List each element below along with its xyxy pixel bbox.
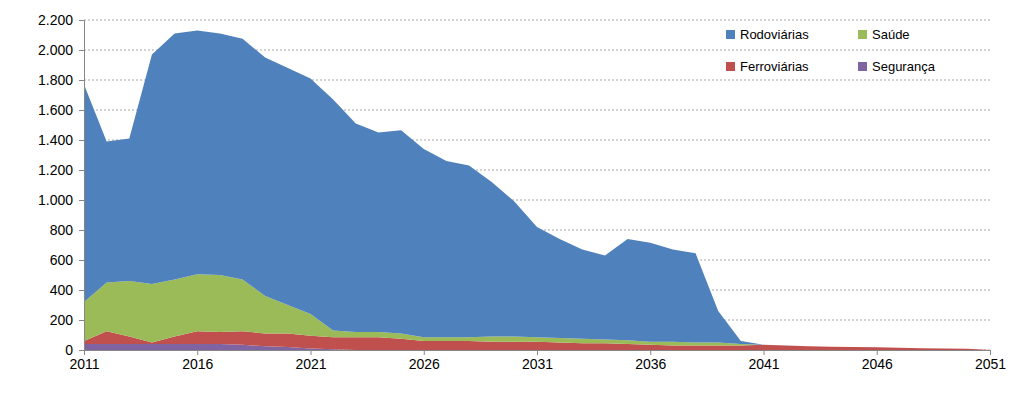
- tick-label: 1.800: [38, 72, 73, 88]
- tick-label: 2051: [975, 356, 1006, 372]
- tick-mark: [79, 140, 84, 141]
- axis-line: [79, 21, 85, 351]
- legend-swatch: [858, 62, 867, 71]
- legend-swatch: [858, 30, 867, 39]
- tick: 2036: [635, 350, 666, 372]
- tick: 600: [50, 252, 84, 268]
- tick: 2011: [69, 350, 99, 372]
- tick: 2.000: [38, 42, 84, 58]
- grid: [84, 20, 990, 350]
- tick: 400: [50, 282, 84, 298]
- legend-swatch: [726, 30, 735, 39]
- tick-mark: [79, 170, 84, 171]
- legend: Rodoviárias Saúde Ferroviárias Segurança: [726, 27, 936, 74]
- chart: 02004006008001.0001.2001.4001.6001.8002.…: [0, 0, 1024, 394]
- legend-item: Ferroviárias: [726, 59, 809, 74]
- tick: 2051: [975, 350, 1006, 372]
- tick-mark: [79, 200, 84, 201]
- tick-label: 2.000: [38, 42, 73, 58]
- x-axis: 2011 2016 2021 2026 2031 2036 2041 2046 2051: [69, 350, 1006, 372]
- tick-label: 1.000: [38, 192, 73, 208]
- plot-area: [84, 31, 990, 351]
- tick-label: 200: [50, 312, 74, 328]
- legend-item: Segurança: [858, 59, 936, 74]
- tick-mark: [79, 260, 84, 261]
- tick-mark: [877, 350, 878, 355]
- tick-mark: [311, 350, 312, 355]
- tick-label: 600: [50, 252, 74, 268]
- tick-label: 2016: [182, 356, 213, 372]
- tick-label: 1.600: [38, 102, 73, 118]
- tick-mark: [764, 350, 765, 355]
- tick-label: 2036: [635, 356, 666, 372]
- tick-label: 2046: [862, 356, 893, 372]
- tick: 2046: [862, 350, 893, 372]
- tick-label: 1.400: [38, 132, 73, 148]
- legend-swatch: [726, 62, 735, 71]
- legend-label: Saúde: [872, 27, 910, 42]
- tick: 1.000: [38, 192, 84, 208]
- tick-label: 2041: [748, 356, 779, 372]
- legend-label: Segurança: [872, 59, 936, 74]
- tick: 2016: [182, 350, 213, 372]
- tick-mark: [650, 350, 651, 355]
- tick-label: 800: [50, 222, 74, 238]
- tick-mark: [79, 110, 84, 111]
- tick: 2.200: [38, 12, 84, 28]
- tick-mark: [79, 230, 84, 231]
- legend-label: Rodoviárias: [740, 27, 809, 42]
- tick: 1.200: [38, 162, 84, 178]
- tick-label: 1.200: [38, 162, 73, 178]
- tick: 2041: [748, 350, 779, 372]
- tick-mark: [424, 350, 425, 355]
- tick: 2021: [295, 350, 326, 372]
- grid-line: [84, 20, 990, 21]
- tick: 1.400: [38, 132, 84, 148]
- tick-mark: [79, 350, 84, 351]
- tick-mark: [79, 80, 84, 81]
- tick-mark: [79, 320, 84, 321]
- tick-label: 400: [50, 282, 74, 298]
- tick-mark: [990, 350, 991, 355]
- tick-label: 2021: [295, 356, 326, 372]
- tick-label: 2031: [522, 356, 553, 372]
- tick-mark: [79, 290, 84, 291]
- y-axis: 02004006008001.0001.2001.4001.6001.8002.…: [38, 12, 85, 358]
- tick-mark: [79, 20, 84, 21]
- tick-label: 2.200: [38, 12, 73, 28]
- legend-label: Ferroviárias: [740, 59, 809, 74]
- area: [84, 31, 990, 351]
- tick: 1.800: [38, 72, 84, 88]
- tick-mark: [79, 50, 84, 51]
- legend-item: Rodoviárias: [726, 27, 809, 42]
- tick: 200: [50, 312, 84, 328]
- tick: 2026: [409, 350, 440, 372]
- axis-line: [85, 351, 991, 356]
- tick: 2031: [522, 350, 553, 372]
- tick-label: 2026: [409, 356, 440, 372]
- tick: 1.600: [38, 102, 84, 118]
- tick-mark: [197, 350, 198, 355]
- tick: 800: [50, 222, 84, 238]
- tick-label: 2011: [69, 356, 99, 372]
- tick-mark: [537, 350, 538, 355]
- legend-item: Saúde: [858, 27, 910, 42]
- tick-mark: [84, 350, 85, 355]
